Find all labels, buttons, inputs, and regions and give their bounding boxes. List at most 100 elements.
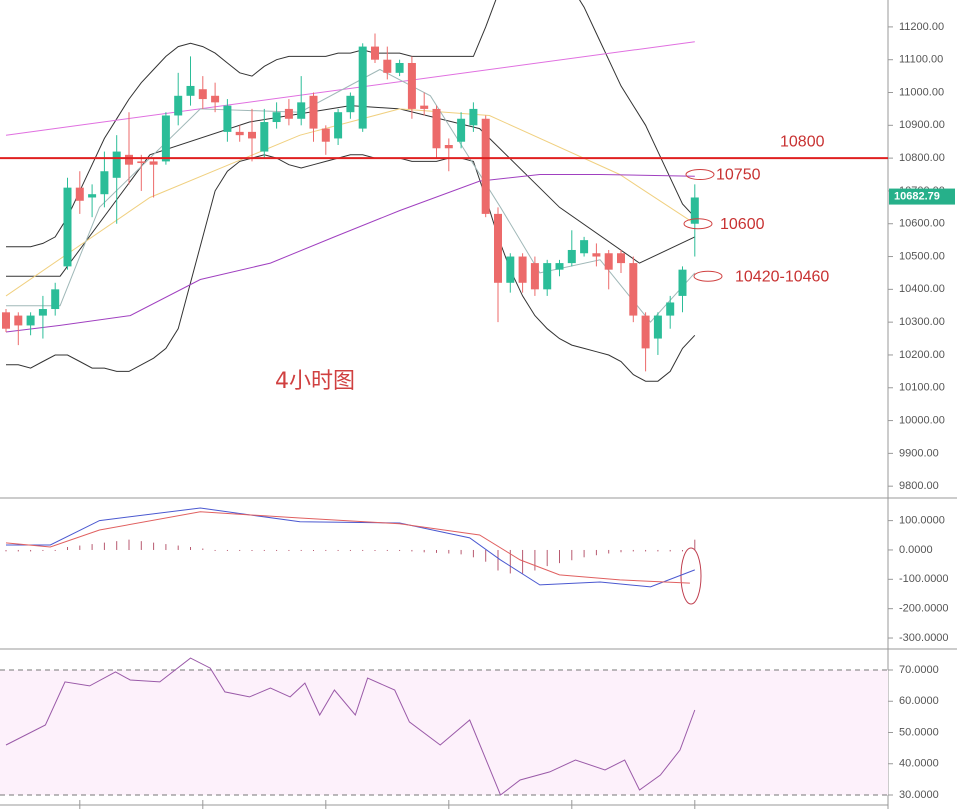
candle-body [506, 256, 515, 283]
candle-body [149, 161, 158, 165]
candle-body [100, 171, 109, 195]
candle-body [407, 62, 416, 109]
candle-body [469, 108, 478, 126]
candle-body [592, 253, 601, 257]
y-tick-label: 100.0000 [899, 515, 945, 527]
candle-body [371, 46, 379, 60]
y-tick-label: 50.0000 [899, 726, 939, 738]
y-tick-label: 11100.00 [899, 54, 943, 66]
indicator-line [5, 511, 690, 584]
y-tick-label: 10200.00 [899, 349, 945, 361]
y-tick-label: -100.0000 [899, 573, 949, 585]
panel [5, 507, 696, 588]
y-tick-label: 11200.00 [899, 21, 944, 33]
candle-body [2, 312, 10, 329]
candle-body [653, 315, 662, 339]
annotation-label: 10420-10460 [735, 268, 829, 285]
annotation-label: 10750 [716, 167, 761, 184]
candle-body [272, 112, 281, 123]
candle-body [678, 269, 687, 296]
y-tick-label: 10800.00 [899, 152, 945, 164]
indicator-line [6, 105, 696, 277]
candle-body [334, 112, 343, 139]
candle-body [38, 309, 47, 316]
candle-body [284, 108, 293, 119]
panel [2, 0, 699, 382]
y-tick-label: 0.0000 [899, 544, 933, 556]
candle-body [321, 128, 330, 142]
resistance-label: 10800 [780, 133, 825, 150]
candle-body [223, 105, 232, 132]
last-price-label: 10682.79 [894, 190, 940, 202]
candle-body [358, 46, 367, 129]
y-tick-label: 30.0000 [899, 789, 939, 801]
candle-body [186, 85, 195, 96]
candle-body [530, 263, 539, 290]
y-tick-label: 70.0000 [899, 664, 939, 676]
candle-body [260, 122, 269, 152]
y-tick-label: 10400.00 [899, 283, 945, 295]
indicator-line [5, 108, 696, 297]
rsi-band [0, 670, 888, 795]
candle-body [137, 161, 146, 164]
candle-body [235, 131, 244, 136]
annotation-ellipse [683, 218, 713, 230]
candle-body [63, 187, 72, 267]
indicator-line [6, 0, 696, 248]
y-tick-label: 10900.00 [899, 119, 945, 131]
candle-body [14, 315, 23, 326]
candle-body [690, 197, 699, 224]
candle-body [629, 263, 638, 316]
y-tick-label: 10100.00 [899, 382, 945, 394]
candle-body [88, 194, 97, 198]
indicator-line [5, 174, 695, 333]
candle-body [26, 315, 35, 326]
y-tick-label: 40.0000 [899, 758, 939, 770]
y-tick-label: 10600.00 [899, 218, 945, 230]
indicator-line [6, 154, 696, 382]
y-tick-label: 9800.00 [899, 480, 939, 492]
candle-body [161, 115, 170, 162]
candle-body [383, 59, 392, 73]
y-tick-label: 11000.00 [899, 86, 944, 98]
candle-body [444, 144, 453, 149]
candle-body [174, 95, 183, 116]
candle-body [297, 102, 306, 119]
candle-body [198, 89, 207, 100]
candle-body [555, 263, 564, 270]
candle-body [494, 213, 502, 283]
candle-body [309, 95, 318, 129]
candle-body [481, 118, 490, 214]
annotation-ellipse [693, 270, 723, 282]
highlight-ellipse [680, 547, 702, 605]
y-tick-label: -200.0000 [899, 603, 949, 615]
candle-body [125, 154, 133, 165]
candle-body [641, 315, 650, 349]
y-tick-label: 10500.00 [899, 250, 945, 262]
annotation-label: 10600 [720, 216, 765, 233]
y-tick-label: 10300.00 [899, 316, 945, 328]
indicator-line [5, 41, 695, 136]
candle-body [666, 302, 675, 316]
candle-body [617, 253, 625, 264]
candle-body [432, 108, 441, 149]
y-tick-label: 10000.00 [899, 414, 945, 426]
y-tick-label: 9900.00 [899, 447, 939, 459]
candle-body [75, 187, 84, 201]
candle-body [518, 256, 527, 283]
candle-body [112, 151, 121, 178]
candle-body [395, 62, 404, 73]
candle-body [604, 253, 613, 270]
panel [0, 657, 888, 796]
y-tick-label: 60.0000 [899, 695, 939, 707]
candle-body [346, 95, 355, 113]
candle-body [457, 118, 466, 142]
candle-body [51, 289, 60, 310]
candle-body [211, 95, 220, 103]
candle-body [248, 131, 256, 139]
indicator-line [6, 507, 695, 588]
candle-body [543, 263, 552, 290]
indicator-line [5, 657, 696, 796]
chart-title: 4小时图 [275, 369, 355, 394]
